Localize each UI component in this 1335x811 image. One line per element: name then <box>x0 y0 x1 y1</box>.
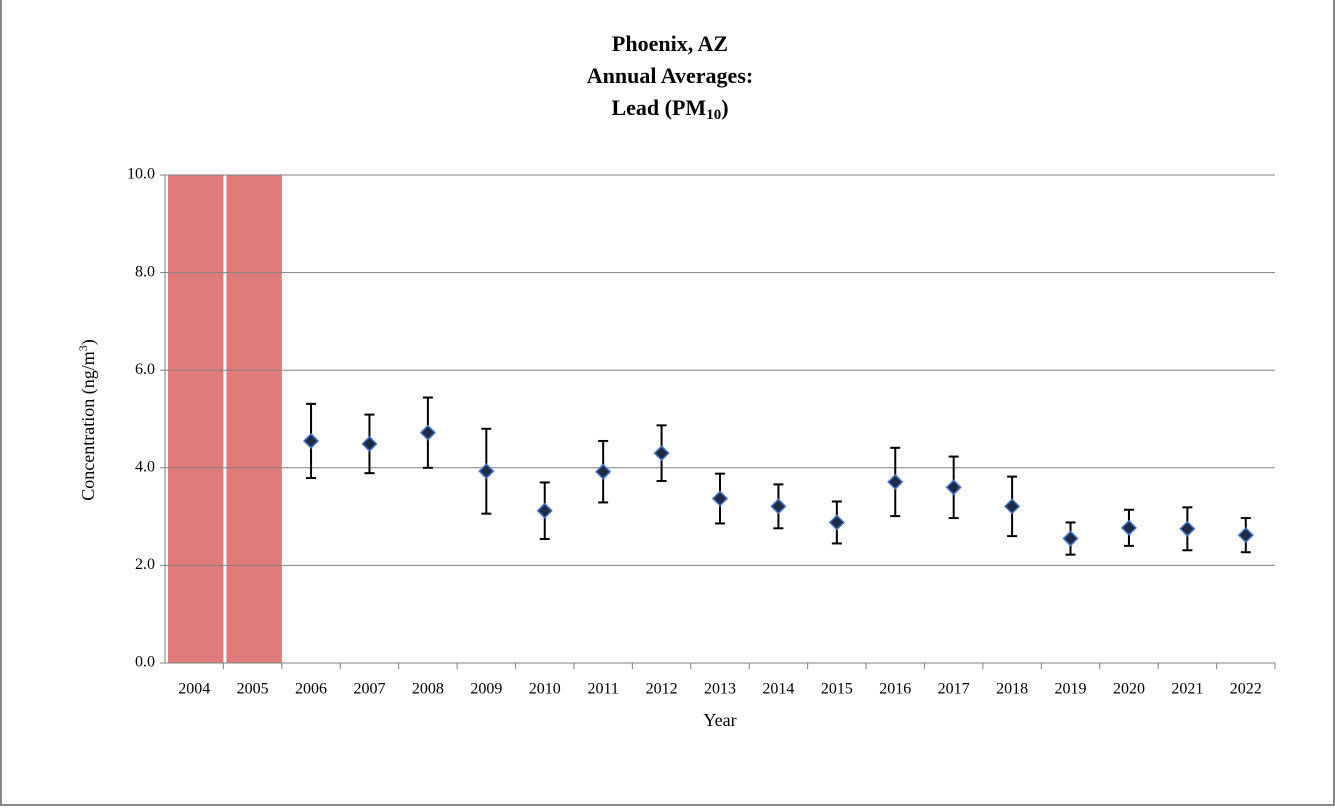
data-point <box>1004 498 1021 515</box>
label-part: Concentration (ng/m <box>78 351 99 500</box>
data-point <box>653 445 670 462</box>
label-part: ) <box>78 339 99 345</box>
y-tick-label: 10.0 <box>127 166 155 183</box>
y-tick-label: 8.0 <box>135 263 155 280</box>
highlight-band <box>226 175 282 663</box>
y-tick-label: 6.0 <box>135 361 155 378</box>
x-tick-label: 2009 <box>470 681 502 698</box>
chart-title: Lead (PM10) <box>611 95 728 123</box>
x-tick-label: 2013 <box>704 681 736 698</box>
x-axis-label: Year <box>703 710 736 730</box>
data-point <box>770 498 787 515</box>
x-tick-label: 2022 <box>1230 681 1262 698</box>
x-tick-label: 2021 <box>1171 681 1203 698</box>
data-point <box>1179 520 1196 537</box>
x-tick-label: 2016 <box>879 681 911 698</box>
data-point <box>478 463 495 480</box>
data-point <box>302 432 320 450</box>
x-tick-label: 2011 <box>587 681 618 698</box>
data-point <box>887 473 904 491</box>
chart-title: Phoenix, AZ <box>612 31 728 56</box>
label-superscript: 3 <box>76 345 90 351</box>
chart-title: Annual Averages: <box>587 63 753 88</box>
x-tick-label: 2006 <box>295 681 327 698</box>
data-point <box>711 490 729 507</box>
data-point <box>595 463 612 480</box>
data-point <box>828 514 845 531</box>
x-tick-label: 2015 <box>821 681 853 698</box>
y-tick-label: 2.0 <box>135 556 155 573</box>
highlight-band <box>168 175 224 663</box>
y-tick-label: 0.0 <box>135 654 155 671</box>
data-point <box>361 435 378 452</box>
data-point <box>1062 530 1079 547</box>
x-tick-label: 2004 <box>178 681 210 698</box>
data-point <box>1237 527 1254 544</box>
x-tick-label: 2007 <box>353 681 385 698</box>
x-tick-label: 2018 <box>996 681 1028 698</box>
title-subscript: 10 <box>706 107 721 123</box>
x-tick-label: 2017 <box>938 681 970 698</box>
x-tick-label: 2014 <box>762 681 794 698</box>
x-tick-label: 2020 <box>1113 681 1145 698</box>
x-tick-label: 2010 <box>529 681 561 698</box>
data-point <box>1120 519 1138 536</box>
data-point <box>536 502 553 519</box>
x-tick-label: 2008 <box>412 681 444 698</box>
title-part: ) <box>721 95 728 120</box>
data-point <box>419 424 436 441</box>
x-tick-label: 2012 <box>646 681 678 698</box>
data-point <box>945 479 962 496</box>
y-tick-label: 4.0 <box>135 458 155 475</box>
y-axis-label: Concentration (ng/m3) <box>76 339 99 500</box>
x-tick-label: 2005 <box>237 681 269 698</box>
title-part: Lead (PM <box>611 95 706 120</box>
x-tick-label: 2019 <box>1055 681 1087 698</box>
